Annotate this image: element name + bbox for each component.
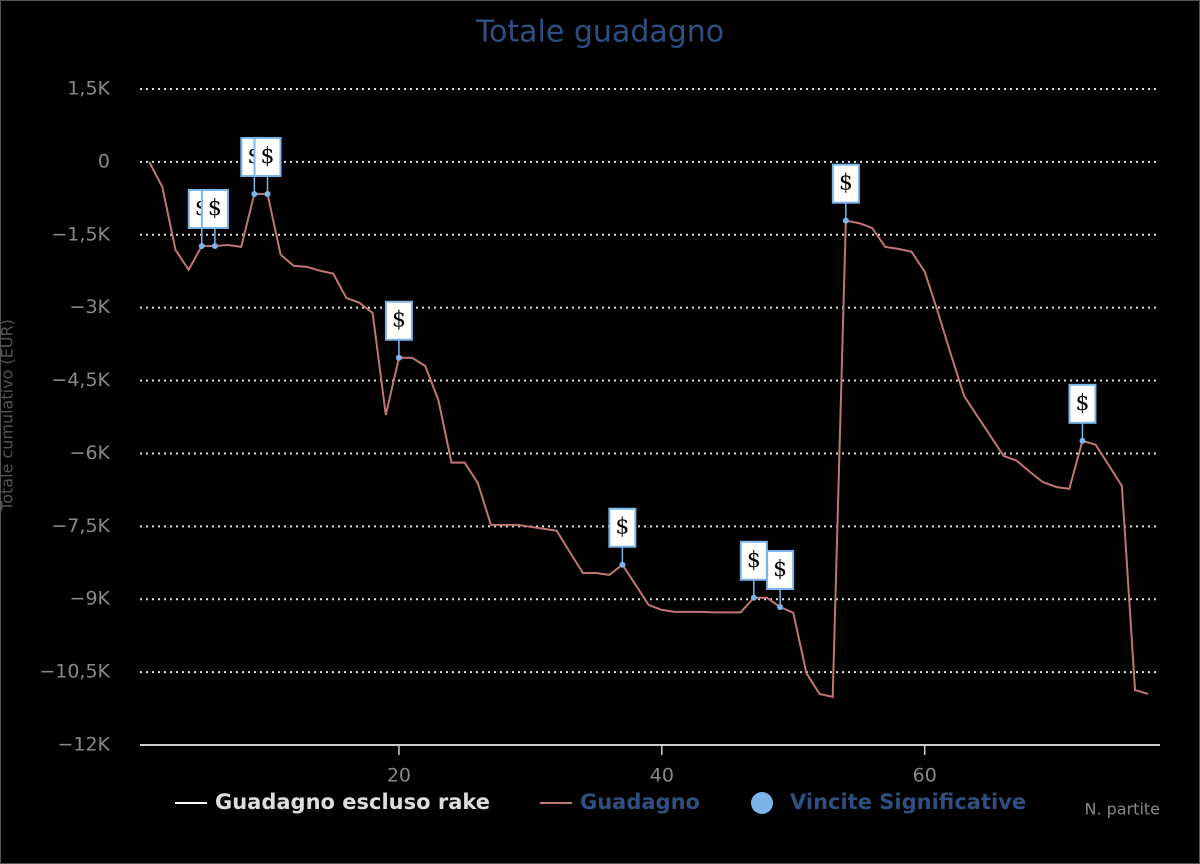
y-tick-label: 0 (98, 150, 110, 172)
flag-label: $ (1075, 391, 1089, 416)
y-tick-label: −9K (70, 588, 111, 610)
y-tick-label: −10,5K (39, 661, 110, 683)
y-tick-label: −3K (70, 296, 111, 318)
flag: $ (739, 540, 768, 601)
flag-point (198, 242, 205, 249)
flag-point (842, 217, 849, 224)
flag-point (251, 190, 258, 197)
x-tick-label: 60 (913, 765, 937, 787)
x-tick-label: 40 (650, 765, 674, 787)
flag-label: $ (747, 548, 761, 573)
data-line (148, 161, 1149, 699)
flag: $ (608, 507, 637, 568)
flag-box (253, 136, 282, 177)
legend-label: Guadagno escluso rake (215, 790, 490, 814)
flag-point (750, 594, 757, 601)
chart-title: Totale guadagno (475, 15, 724, 50)
flag: $ (384, 300, 413, 361)
legend-label: Guadagno (580, 790, 700, 814)
flag-box (831, 163, 860, 204)
flag-point (395, 354, 402, 361)
flag-point (211, 242, 218, 249)
y-axis-label: Totale cumulativo (EUR) (0, 319, 17, 512)
flag-box (608, 507, 637, 548)
flag-label: $ (615, 515, 629, 540)
flag-point (1079, 437, 1086, 444)
flag-box (384, 300, 413, 341)
flag-box (766, 549, 795, 590)
flag-label: $ (773, 557, 787, 582)
flag: $ (766, 549, 795, 610)
flag: $ (253, 136, 282, 197)
y-tick-label: 1,5K (67, 78, 110, 100)
legend-label: Vincite Significative (790, 790, 1026, 814)
y-tick-label: −4,5K (51, 369, 110, 391)
flag-label: $ (392, 308, 406, 333)
flag-point (619, 561, 626, 568)
flag-label: $ (208, 196, 222, 221)
flag-label: $ (261, 144, 275, 169)
flag-box (739, 540, 768, 581)
flag: $ (200, 188, 229, 249)
flag-point (777, 603, 784, 610)
flag: $ (831, 163, 860, 224)
legend-symbol (751, 792, 773, 814)
y-tick-label: −7,5K (51, 515, 110, 537)
x-tick-label: 20 (387, 765, 411, 787)
x-axis-label: N. partite (1084, 800, 1160, 819)
flag: $ (1068, 383, 1097, 444)
flag-label: $ (839, 171, 853, 196)
y-tick-label: −12K (57, 734, 110, 756)
y-tick-label: −6K (70, 442, 111, 464)
flag-box (1068, 383, 1097, 424)
flag-point (264, 190, 271, 197)
y-tick-label: −1,5K (51, 223, 110, 245)
flag-box (200, 188, 229, 229)
